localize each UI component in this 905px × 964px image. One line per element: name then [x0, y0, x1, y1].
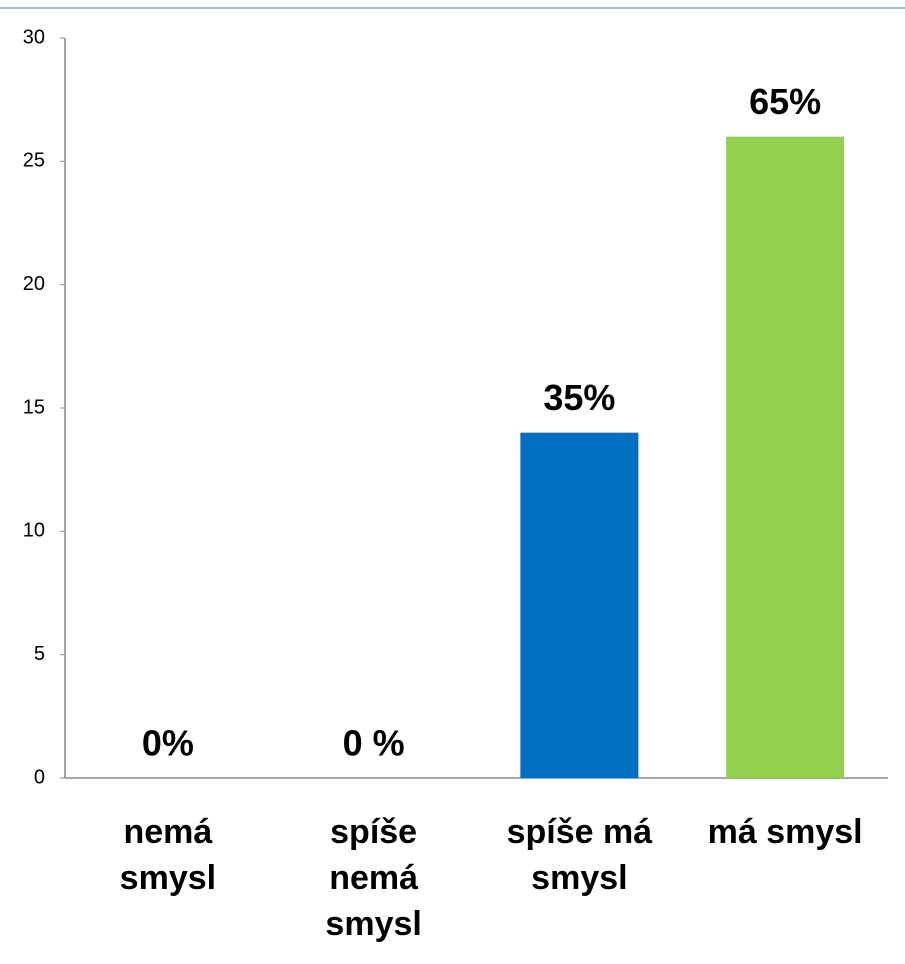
x-tick-label: spíše má smysl [506, 813, 653, 897]
data-label: 0 % [343, 723, 405, 764]
x-tick-label: má smysl [707, 813, 863, 851]
bar [726, 136, 845, 778]
y-tick-label: 15 [23, 396, 45, 418]
data-label: 65% [749, 81, 821, 122]
y-tick-label: 20 [23, 273, 45, 295]
data-label: 0% [142, 723, 194, 764]
data-label: 35% [543, 377, 615, 418]
y-tick-label: 30 [23, 26, 45, 48]
bar [520, 432, 639, 778]
y-tick-label: 5 [34, 643, 45, 665]
y-tick-label: 10 [23, 520, 45, 542]
y-tick-label: 25 [23, 150, 45, 172]
x-tick-label: nemá smysl [119, 813, 217, 897]
x-tick-label: spíše nemá smysl [325, 813, 422, 943]
y-tick-label: 0 [34, 766, 45, 788]
